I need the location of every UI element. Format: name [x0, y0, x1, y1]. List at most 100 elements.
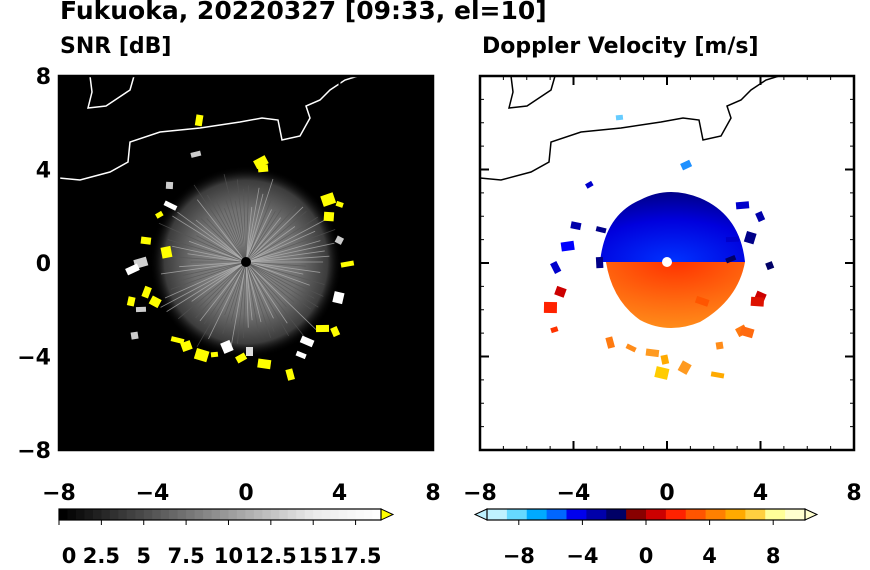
- figure-title: Fukuoka, 20220327 [09:33, el=10]: [60, 0, 547, 25]
- doppler-echo: [725, 254, 737, 264]
- snr-echo: [165, 181, 174, 190]
- snr-colorbar-cell: [59, 509, 68, 520]
- doppler-colorbar-cell: [606, 509, 617, 520]
- snr-colorbar-cell: [279, 509, 289, 520]
- snr-echo: [235, 352, 248, 364]
- snr-colorbar-cell: [194, 509, 204, 520]
- doppler-echo: [654, 366, 670, 380]
- doppler-echo: [765, 261, 775, 271]
- snr-streak: [160, 261, 247, 308]
- snr-colorbar-label: 7.5: [168, 544, 205, 568]
- doppler-panel-title: Doppler Velocity [m/s]: [482, 34, 759, 59]
- snr-streak: [245, 216, 319, 263]
- doppler-echo: [680, 159, 693, 171]
- snr-echo: [257, 358, 272, 370]
- snr-streak: [245, 229, 336, 263]
- snr-streak: [236, 179, 247, 263]
- doppler-echo: [595, 226, 607, 234]
- doppler-colorbar-cell: [636, 509, 647, 520]
- snr-colorbar-cell: [177, 509, 187, 520]
- snr-streak: [200, 218, 247, 263]
- snr-streak: [245, 242, 335, 263]
- snr-colorbar-cell: [262, 509, 272, 520]
- snr-streak: [188, 240, 247, 263]
- snr-y-tick-label: 0: [36, 252, 51, 277]
- doppler-colorbar-cell: [765, 509, 776, 520]
- vel-x-tick-label: 0: [659, 481, 674, 506]
- doppler-echo: [710, 371, 725, 379]
- snr-colorbar-cell: [270, 509, 280, 520]
- doppler-coastline: [480, 76, 780, 181]
- doppler-echo: [585, 180, 594, 189]
- snr-echo: [130, 331, 139, 340]
- doppler-colorbar-cell: [705, 509, 717, 520]
- snr-colorbar-cell: [101, 509, 111, 520]
- doppler-colorbar-cell: [646, 509, 657, 520]
- snr-echo: [135, 306, 147, 313]
- doppler-colorbar-cell: [655, 509, 667, 520]
- snr-colorbar-label: 12.5: [245, 544, 297, 568]
- snr-streak: [187, 253, 247, 263]
- snr-streak: [199, 261, 247, 322]
- snr-colorbar-cell: [321, 509, 331, 520]
- snr-streak: [195, 261, 247, 319]
- snr-x-tick-label: −4: [136, 481, 170, 506]
- snr-colorbar-cell: [169, 509, 179, 520]
- snr-streak: [172, 245, 247, 263]
- snr-colorbar-cell: [364, 509, 374, 520]
- doppler-colorbar-cell: [496, 509, 508, 520]
- snr-echo: [320, 192, 337, 207]
- doppler-echo: [743, 230, 757, 245]
- snr-streak: [245, 261, 319, 308]
- snr-axes: −8 −4 0 4 8 8 4 0 −4 −8: [17, 65, 440, 506]
- snr-streak: [223, 208, 247, 263]
- snr-streak: [245, 261, 253, 321]
- snr-streak: [245, 209, 272, 263]
- snr-echo: [315, 324, 330, 333]
- snr-streak: [177, 261, 247, 320]
- snr-streak: [245, 261, 312, 310]
- doppler-colorbar-cell: [745, 509, 756, 520]
- snr-echo: [190, 150, 202, 158]
- snr-x-tick-label: 4: [332, 481, 347, 506]
- vel-x-tick-label: 4: [753, 481, 768, 506]
- snr-colorbar-cell: [253, 509, 263, 520]
- snr-streak: [164, 261, 247, 299]
- snr-echo: [125, 263, 140, 276]
- snr-streak: [245, 261, 249, 328]
- snr-ring-echoes: [125, 114, 355, 381]
- snr-streak: [245, 206, 304, 263]
- doppler-colorbar-cell: [795, 509, 806, 520]
- doppler-echo: [735, 201, 750, 210]
- snr-streak: [245, 193, 264, 263]
- snr-streak: [170, 261, 247, 290]
- doppler-echo: [615, 114, 624, 121]
- snr-echo: [323, 211, 335, 222]
- snr-streak: [196, 199, 247, 263]
- snr-streak: [245, 261, 307, 340]
- snr-colorbar-cell: [152, 509, 162, 520]
- snr-echo: [220, 339, 234, 354]
- snr-echo: [160, 245, 173, 259]
- doppler-scattered-echoes: [543, 114, 775, 380]
- snr-echo: [253, 155, 269, 170]
- snr-streak: [245, 255, 330, 263]
- snr-echo: [140, 236, 152, 245]
- doppler-colorbar-cell: [616, 509, 627, 520]
- snr-streak: [245, 187, 260, 263]
- snr-colorbar-cell: [75, 509, 85, 520]
- snr-radar-site: [241, 257, 251, 267]
- doppler-colorbar-cell: [695, 509, 707, 520]
- snr-echo: [330, 326, 341, 338]
- snr-streak: [245, 261, 289, 337]
- snr-streak: [245, 230, 316, 263]
- snr-echo: [285, 368, 295, 381]
- snr-colorbar-cell: [338, 509, 348, 520]
- doppler-colorbar-cell: [526, 509, 538, 520]
- doppler-colorbar-cell: [546, 509, 558, 520]
- snr-coastline-north: [87, 76, 135, 109]
- snr-streak: [245, 206, 253, 263]
- snr-streak: [166, 261, 247, 312]
- snr-colorbar-cell: [186, 509, 196, 520]
- doppler-echo: [660, 354, 670, 365]
